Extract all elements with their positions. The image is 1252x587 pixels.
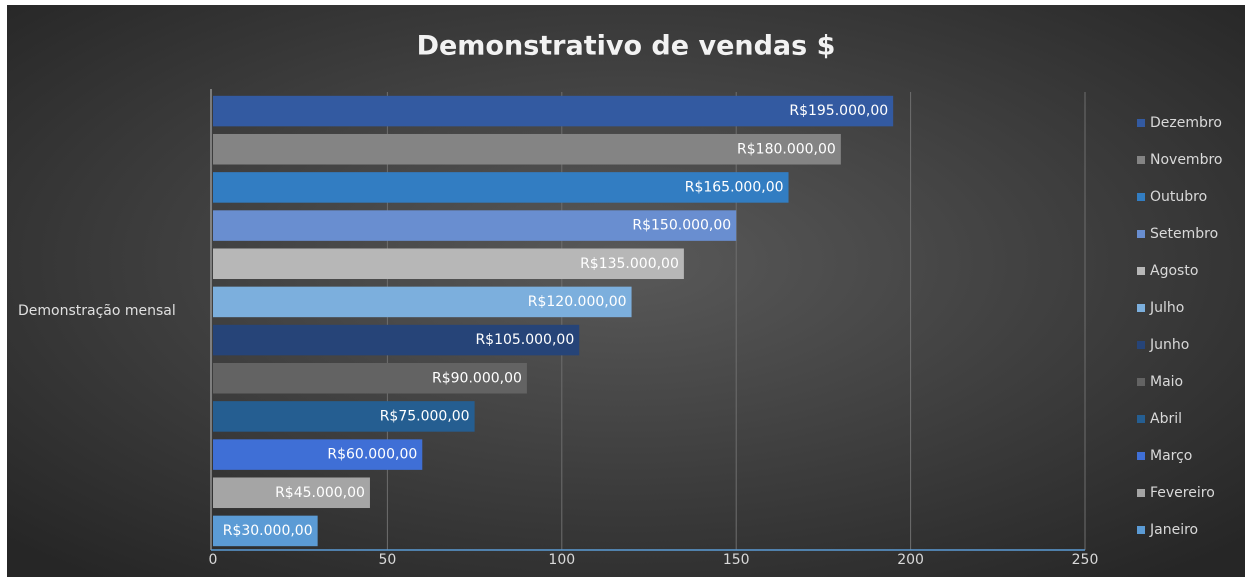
bar — [213, 324, 580, 356]
bar — [213, 477, 370, 509]
legend-label: Outubro — [1150, 189, 1207, 205]
bar — [213, 362, 527, 394]
data-label: R$30.000,00 — [223, 523, 313, 539]
legend-swatch — [1137, 230, 1145, 238]
legend-swatch — [1137, 119, 1145, 127]
legend-swatch — [1137, 304, 1145, 312]
legend-swatch — [1137, 193, 1145, 201]
x-tick-label: 50 — [378, 552, 396, 568]
legend-label: Junho — [1149, 337, 1189, 353]
data-label: R$105.000,00 — [475, 332, 574, 348]
legend-label: Abril — [1150, 411, 1182, 427]
legend-label: Novembro — [1150, 152, 1222, 168]
data-label: R$195.000,00 — [789, 103, 888, 119]
data-label: R$90.000,00 — [432, 370, 522, 386]
legend-label: Dezembro — [1150, 115, 1222, 131]
data-label: R$60.000,00 — [327, 447, 417, 463]
bar — [213, 286, 632, 318]
x-tick-label: 200 — [897, 552, 924, 568]
legend-swatch — [1137, 489, 1145, 497]
data-label: R$165.000,00 — [685, 179, 784, 195]
legend-label: Setembro — [1150, 226, 1218, 242]
legend-swatch — [1137, 341, 1145, 349]
bar — [213, 515, 318, 547]
legend-label: Março — [1150, 448, 1192, 464]
category-label: Demonstração mensal — [18, 303, 176, 319]
legend-label: Agosto — [1150, 263, 1198, 279]
legend-swatch — [1137, 452, 1145, 460]
bar — [213, 401, 475, 432]
bar — [213, 133, 841, 165]
data-label: R$120.000,00 — [528, 294, 627, 310]
bar — [213, 172, 789, 203]
legend-label: Janeiro — [1149, 522, 1198, 538]
legend-swatch — [1137, 378, 1145, 386]
legend-swatch — [1137, 526, 1145, 534]
bar — [213, 439, 423, 470]
x-tick-label: 150 — [723, 552, 750, 568]
data-label: R$45.000,00 — [275, 485, 365, 501]
bar — [213, 248, 684, 280]
data-label: R$75.000,00 — [380, 408, 470, 424]
legend-label: Maio — [1150, 374, 1183, 390]
data-label: R$135.000,00 — [580, 256, 679, 272]
bar — [213, 210, 737, 241]
legend-label: Julho — [1149, 300, 1184, 316]
x-tick-label: 100 — [548, 552, 575, 568]
bar — [213, 95, 894, 127]
legend-label: Fevereiro — [1150, 485, 1215, 501]
legend-swatch — [1137, 156, 1145, 164]
data-label: R$180.000,00 — [737, 141, 836, 157]
chart-title: Demonstrativo de vendas $ — [417, 31, 836, 62]
legend-swatch — [1137, 267, 1145, 275]
x-tick-label: 250 — [1072, 552, 1099, 568]
data-label: R$150.000,00 — [632, 218, 731, 234]
legend-swatch — [1137, 415, 1145, 423]
x-tick-label: 0 — [209, 552, 218, 568]
